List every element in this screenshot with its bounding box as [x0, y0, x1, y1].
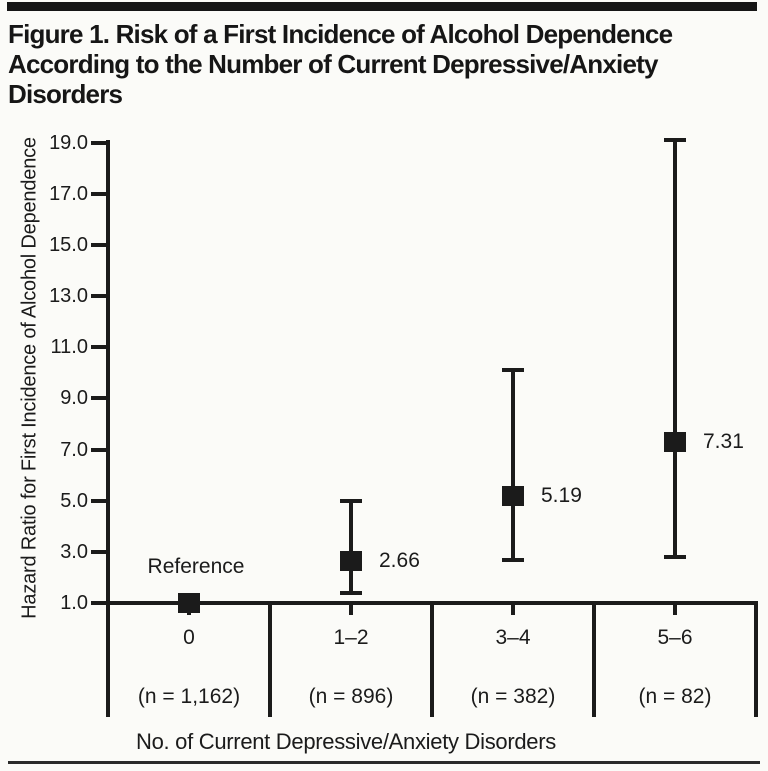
error-bar: [349, 500, 353, 593]
data-point-marker: [502, 485, 524, 506]
error-bar: [673, 140, 677, 557]
y-tick: [91, 294, 106, 299]
y-tick: [91, 601, 106, 605]
y-tick: [91, 140, 106, 145]
y-tick-label: 15.0: [49, 233, 88, 256]
error-bar-cap-top: [502, 368, 524, 373]
bottom-rule: [8, 761, 760, 764]
x-axis-title-row: No. of Current Depressive/Anxiety Disord…: [0, 729, 692, 755]
data-point-label: 5.19: [541, 483, 582, 507]
error-bar-cap-top: [340, 498, 362, 503]
category-label: 3–4: [495, 626, 531, 649]
category-label: 0: [183, 626, 195, 649]
error-bar: [511, 370, 515, 560]
reference-label: Reference: [147, 555, 245, 578]
data-point-label: 2.66: [379, 548, 420, 572]
category-divider: [268, 601, 272, 717]
y-tick-label: 17.0: [49, 182, 88, 205]
data-point-marker: [340, 550, 362, 571]
figure-title-line-3: Disorders: [8, 79, 123, 109]
y-tick: [91, 447, 106, 452]
data-point-label: 7.31: [703, 429, 744, 453]
y-tick-label: 9.0: [60, 387, 88, 410]
top-rule: [7, 2, 757, 11]
error-bar-cap-bottom: [502, 557, 524, 562]
y-tick-label: 13.0: [49, 285, 88, 308]
y-tick-label: 19.0: [49, 131, 88, 154]
x-tick: [673, 605, 677, 615]
sample-size-label: (n = 1,162): [137, 685, 241, 708]
category-label: 5–6: [657, 626, 693, 649]
sample-size-label: (n = 896): [308, 685, 394, 708]
y-tick-label: 3.0: [60, 540, 88, 563]
figure-title-line-1: Figure 1. Risk of a First Incidence of A…: [8, 19, 673, 49]
y-tick-label: 7.0: [60, 438, 88, 461]
y-tick: [91, 345, 106, 350]
category-divider: [754, 601, 758, 717]
x-tick: [511, 605, 515, 615]
x-axis-title: No. of Current Depressive/Anxiety Disord…: [136, 729, 556, 754]
category-label: 1–2: [333, 626, 369, 649]
error-bar-cap-top: [664, 138, 686, 142]
y-tick-label: 5.0: [60, 489, 88, 512]
y-axis-line: [106, 140, 110, 717]
sample-size-label: (n = 82): [638, 685, 712, 708]
x-tick: [349, 605, 353, 615]
category-divider: [430, 601, 434, 717]
category-divider: [592, 601, 596, 717]
sample-size-label: (n = 382): [470, 685, 556, 708]
y-tick: [91, 498, 106, 503]
y-tick: [91, 191, 106, 196]
y-tick: [91, 242, 106, 247]
error-bar-cap-bottom: [664, 554, 686, 559]
y-tick: [91, 396, 106, 401]
figure-title-line-2: According to the Number of Current Depre…: [8, 49, 658, 79]
y-tick-label: 11.0: [50, 336, 88, 359]
data-point-marker: [178, 593, 200, 613]
y-tick: [91, 549, 106, 554]
y-tick-label: 1.0: [60, 592, 88, 614]
error-bar-cap-bottom: [340, 590, 362, 595]
figure-title: Figure 1. Risk of a First Incidence of A…: [8, 19, 760, 109]
data-point-marker: [664, 431, 686, 452]
